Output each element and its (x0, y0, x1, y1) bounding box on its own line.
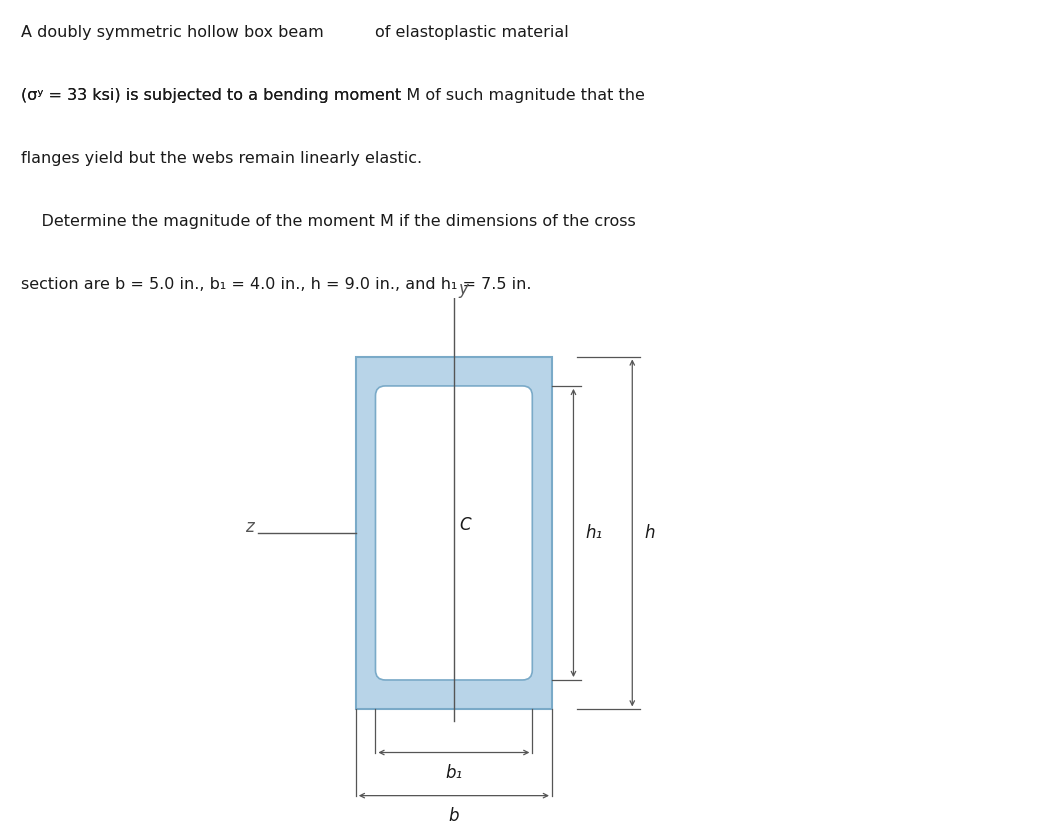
Text: b₁: b₁ (445, 764, 463, 782)
Text: h: h (644, 524, 654, 542)
Text: A doubly symmetric hollow box beam          of elastoplastic material: A doubly symmetric hollow box beam of el… (21, 25, 568, 41)
FancyBboxPatch shape (375, 386, 532, 680)
Bar (356, 356, 552, 710)
Text: C: C (460, 516, 471, 534)
Text: h₁: h₁ (585, 524, 602, 542)
Text: y: y (459, 280, 468, 298)
Text: (σʸ = 33 ksi) is subjected to a bending moment: (σʸ = 33 ksi) is subjected to a bending … (21, 88, 407, 103)
Text: section are b = 5.0 in., b₁ = 4.0 in., h = 9.0 in., and h₁ = 7.5 in.: section are b = 5.0 in., b₁ = 4.0 in., h… (21, 276, 532, 292)
Text: (σʸ = 33 ksi) is subjected to a bending moment M of such magnitude that the: (σʸ = 33 ksi) is subjected to a bending … (21, 88, 645, 103)
Text: Determine the magnitude of the moment M if the dimensions of the cross: Determine the magnitude of the moment M … (21, 213, 635, 229)
Text: b: b (448, 807, 459, 825)
Text: flanges yield but the webs remain linearly elastic.: flanges yield but the webs remain linear… (21, 151, 422, 166)
Text: z: z (246, 518, 254, 536)
